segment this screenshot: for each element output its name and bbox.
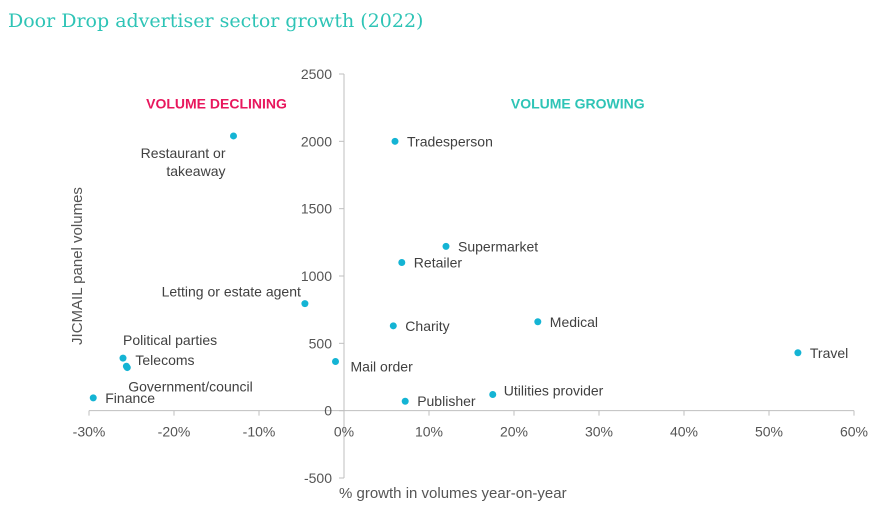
x-tick-label: 50% bbox=[755, 424, 783, 440]
x-tick-label: 0% bbox=[334, 424, 354, 440]
y-tick-label: 1000 bbox=[301, 268, 332, 284]
x-tick-label: 10% bbox=[415, 424, 443, 440]
x-tick-label: 40% bbox=[670, 424, 698, 440]
y-tick-label: 2500 bbox=[301, 66, 332, 82]
x-tick-label: -30% bbox=[73, 424, 106, 440]
x-tick-label: 30% bbox=[585, 424, 613, 440]
y-tick-label: 2000 bbox=[301, 133, 332, 149]
x-tick-label: 60% bbox=[840, 424, 868, 440]
point-label: Medical bbox=[550, 314, 598, 330]
point-labels: Restaurant or takeaway Tradesperson Superma… bbox=[105, 133, 848, 409]
point-label: Charity bbox=[405, 318, 449, 334]
point-label: Retailer bbox=[414, 255, 463, 271]
data-point bbox=[230, 132, 237, 140]
y-axis-title: JICMAIL panel volumes bbox=[69, 187, 86, 345]
x-tick-label: 20% bbox=[500, 424, 528, 440]
point-label: Utilities provider bbox=[504, 383, 604, 399]
y-tick-label: 1500 bbox=[301, 201, 332, 217]
y-tick-label: 500 bbox=[309, 335, 333, 351]
point-label: Tradesperson bbox=[407, 133, 493, 149]
point-label: Travel bbox=[810, 345, 848, 361]
point-label: Finance bbox=[105, 390, 155, 406]
point-label: Telecoms bbox=[135, 352, 194, 368]
y-tick-label: 0 bbox=[324, 403, 332, 419]
point-label: Restaurant or bbox=[141, 145, 226, 161]
point-label: Publisher bbox=[417, 393, 476, 409]
y-tick-label: -500 bbox=[304, 470, 332, 486]
data-point bbox=[398, 259, 406, 267]
data-point bbox=[389, 322, 397, 330]
quadrant-labels: VOLUME DECLINING VOLUME GROWING bbox=[146, 96, 645, 112]
x-tick-label: -10% bbox=[243, 424, 276, 440]
point-label: Political parties bbox=[123, 332, 217, 348]
data-point bbox=[89, 394, 97, 402]
quadrant-label: VOLUME DECLINING bbox=[146, 96, 287, 112]
chart-title: Door Drop advertiser sector growth (2022… bbox=[8, 10, 424, 32]
x-axis-title: % growth in volumes year-on-year bbox=[339, 485, 567, 502]
axes bbox=[88, 73, 855, 479]
point-label: takeaway bbox=[166, 163, 225, 179]
data-point bbox=[123, 364, 131, 372]
data-point bbox=[391, 137, 399, 145]
point-label: Mail order bbox=[351, 359, 414, 375]
data-point bbox=[301, 300, 309, 308]
data-point bbox=[534, 318, 542, 326]
point-label: Supermarket bbox=[458, 238, 538, 254]
x-tick-label: -20% bbox=[158, 424, 191, 440]
quadrant-label: VOLUME GROWING bbox=[511, 96, 645, 112]
data-points bbox=[89, 132, 802, 405]
data-point bbox=[401, 397, 409, 405]
data-point bbox=[794, 349, 802, 357]
data-point bbox=[442, 242, 450, 250]
point-label: Letting or estate agent bbox=[162, 284, 301, 300]
tick-labels: -500 0 500 1000 1500 2000 2500 -30% -20% -10% 0% 10… bbox=[73, 66, 868, 486]
data-point bbox=[119, 354, 127, 362]
point-label: Government/council bbox=[128, 379, 253, 395]
data-point bbox=[489, 391, 497, 399]
data-point bbox=[332, 358, 339, 366]
